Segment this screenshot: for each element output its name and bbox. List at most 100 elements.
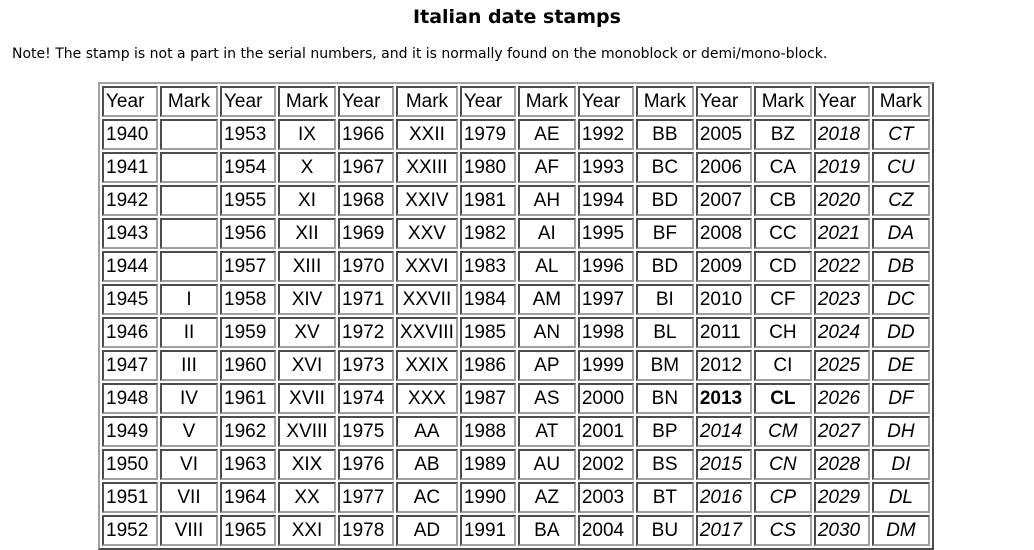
year-cell: 2014 [695,416,752,447]
year-cell: 1959 [220,317,276,348]
year-cell: 1946 [102,317,158,348]
mark-cell [160,218,218,249]
year-cell: 2009 [695,251,752,282]
mark-cell: BS [635,449,694,480]
mark-cell: CF [753,284,812,315]
mark-cell: VI [160,449,218,480]
year-cell: 2007 [695,185,752,216]
mark-cell: CI [753,350,812,381]
mark-cell: AE [517,119,576,150]
table-row: 1951 VII 1964 XX 1977 AC 1990 AZ 2003 BT 2016 CP 202… [102,482,930,513]
mark-cell: XVII [278,383,336,414]
year-cell: 2024 [813,317,870,348]
mark-cell: DE [871,350,930,381]
header-year: Year [338,86,394,117]
table-row: 1949 V 1962 XVIII 1975 AA 1988 AT 2001 BP 2014 CM 20… [102,416,930,447]
mark-cell: AN [517,317,576,348]
mark-cell [160,152,218,183]
mark-cell: XIII [278,251,336,282]
mark-cell: CU [871,152,930,183]
mark-cell: BD [635,251,694,282]
year-cell: 2005 [695,119,752,150]
mark-cell: XXI [278,515,336,546]
mark-cell: AI [517,218,576,249]
year-cell: 1961 [220,383,276,414]
mark-cell: DH [871,416,930,447]
mark-cell: AA [396,416,458,447]
table-row: 1942 1955 XI 1968 XXIV 1981 AH 1994 BD 2007 CB 2020… [102,185,930,216]
header-mark: Mark [635,86,694,117]
mark-cell: CS [753,515,812,546]
year-cell: 2003 [577,482,634,513]
mark-cell: CB [753,185,812,216]
mark-cell: AU [517,449,576,480]
mark-cell: CD [753,251,812,282]
mark-cell: DF [871,383,930,414]
mark-cell: CH [753,317,812,348]
year-cell: 1994 [577,185,634,216]
mark-cell: II [160,317,218,348]
table-row: 1943 1956 XII 1969 XXV 1982 AI 1995 BF 2008 CC 2021… [102,218,930,249]
year-cell: 1962 [220,416,276,447]
year-cell: 2015 [695,449,752,480]
year-cell: 1986 [459,350,516,381]
mark-cell: I [160,284,218,315]
year-cell: 1942 [102,185,158,216]
mark-cell: AS [517,383,576,414]
mark-cell: BF [635,218,694,249]
mark-cell: V [160,416,218,447]
mark-cell: XXVII [396,284,458,315]
mark-cell: DM [871,515,930,546]
mark-cell [160,119,218,150]
year-cell: 2030 [813,515,870,546]
year-cell: 2017 [695,515,752,546]
mark-cell: XXIX [396,350,458,381]
header-mark: Mark [517,86,576,117]
year-cell: 2018 [813,119,870,150]
year-cell: 1963 [220,449,276,480]
year-cell: 1952 [102,515,158,546]
year-cell: 1944 [102,251,158,282]
year-cell: 2021 [813,218,870,249]
year-cell: 1993 [577,152,634,183]
year-cell: 2020 [813,185,870,216]
mark-cell: BL [635,317,694,348]
header-mark: Mark [753,86,812,117]
year-cell: 2028 [813,449,870,480]
year-cell: 1965 [220,515,276,546]
year-cell: 1960 [220,350,276,381]
mark-cell: AL [517,251,576,282]
year-cell: 1958 [220,284,276,315]
year-cell: 1972 [338,317,394,348]
mark-cell: XXIV [396,185,458,216]
year-cell: 2025 [813,350,870,381]
mark-cell: X [278,152,336,183]
mark-cell: IV [160,383,218,414]
mark-cell: XII [278,218,336,249]
mark-cell: DI [871,449,930,480]
year-cell: 1982 [459,218,516,249]
year-cell: 2022 [813,251,870,282]
year-cell: 2000 [577,383,634,414]
year-cell: 1967 [338,152,394,183]
mark-cell: III [160,350,218,381]
year-cell: 1971 [338,284,394,315]
year-cell: 1951 [102,482,158,513]
date-stamps-table-body: Year Mark Year Mark Year Mark Year Mark Year Mark… [102,86,930,546]
year-cell: 1954 [220,152,276,183]
mark-cell: BP [635,416,694,447]
year-cell: 1975 [338,416,394,447]
year-cell: 1997 [577,284,634,315]
header-mark: Mark [396,86,458,117]
year-cell: 1943 [102,218,158,249]
mark-cell: VIII [160,515,218,546]
mark-cell: XXII [396,119,458,150]
year-cell: 1969 [338,218,394,249]
date-stamps-table: Year Mark Year Mark Year Mark Year Mark Year Mark… [98,82,934,550]
header-year: Year [102,86,158,117]
note-text: Note! The stamp is not a part in the ser… [12,46,828,62]
mark-cell: DA [871,218,930,249]
year-cell: 1948 [102,383,158,414]
year-cell: 1989 [459,449,516,480]
mark-cell: CL [753,383,812,414]
